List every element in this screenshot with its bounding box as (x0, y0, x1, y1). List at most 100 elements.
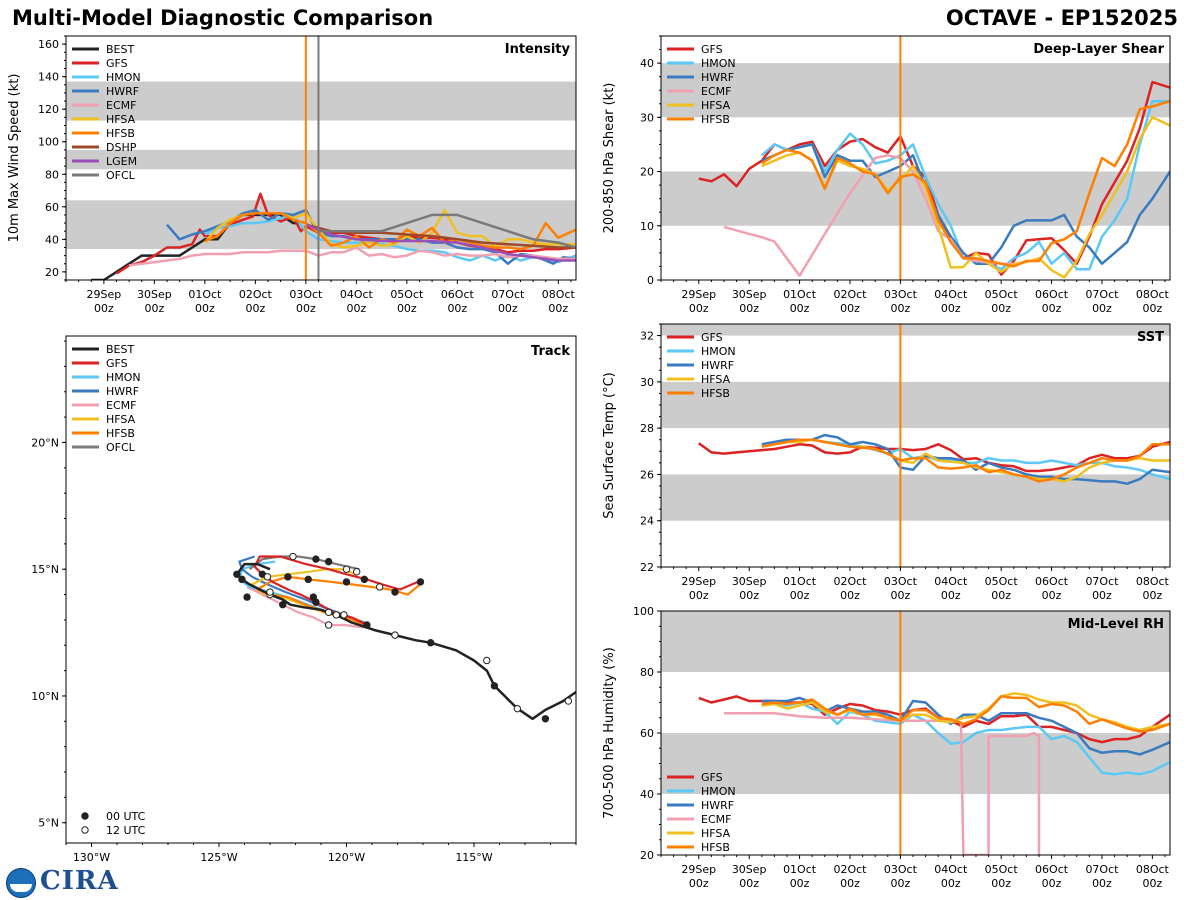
series-line-hfsa (761, 692, 1170, 732)
series-group (698, 692, 1170, 855)
series-line-ofcl (318, 213, 576, 249)
legend-marker-12utc (81, 826, 89, 834)
y-tick-label: 5°N (38, 817, 59, 830)
shade-band-2 (661, 324, 1170, 336)
x-tick-label-date: 02Oct (833, 575, 867, 588)
x-tick-label-date: 30Sep (732, 575, 767, 588)
x-tick-label-hour: 00z (991, 877, 1011, 890)
shade-band-0 (66, 200, 576, 250)
y-tick-label: 60 (45, 201, 59, 214)
series-group (698, 433, 1170, 485)
y-tick-label: 80 (640, 666, 654, 679)
x-tick-label-date: 01Oct (188, 288, 222, 301)
x-tick-label: 125°W (200, 851, 237, 864)
legend-label-gfs: GFS (106, 357, 128, 370)
x-tick-label-hour: 00z (890, 877, 910, 890)
y-tick-label: 10°N (31, 690, 59, 703)
panel-title: Deep-Layer Shear (1033, 42, 1164, 57)
x-tick-label-date: 07Oct (1085, 288, 1119, 301)
series-group (91, 192, 576, 280)
panel-title: Intensity (505, 42, 571, 57)
y-tick-label: 15°N (31, 563, 59, 576)
track-marker-gfs (324, 557, 333, 566)
track-marker-hfsb (304, 575, 312, 584)
legend-label-lgem: LGEM (106, 155, 137, 168)
x-tick-label-date: 07Oct (1085, 863, 1119, 876)
x-tick-label-date: 05Oct (390, 288, 424, 301)
x-tick-label: 130°W (73, 851, 110, 864)
x-tick-label-date: 03Oct (884, 288, 918, 301)
track-marker-best (564, 697, 573, 705)
legend-label-hmon: HMON (106, 71, 141, 84)
legend-label-hwrf: HWRF (701, 359, 734, 372)
x-tick-label-hour: 00z (941, 589, 961, 602)
track-marker-best (490, 682, 499, 690)
track-marker-best (541, 715, 550, 723)
legend-label-ofcl: OFCL (106, 169, 136, 182)
x-tick-label-hour: 00z (548, 302, 568, 315)
shade-band-1 (661, 381, 1170, 429)
x-tick-label-date: 08Oct (1136, 863, 1170, 876)
x-tick-label-hour: 00z (790, 877, 810, 890)
axes-frame (65, 335, 577, 844)
x-tick-label-date: 03Oct (289, 288, 323, 301)
x-tick-label-date: 02Oct (833, 863, 867, 876)
track-marker-hfsa (263, 573, 272, 581)
legend-label-dshp: DSHP (106, 141, 137, 154)
x-tick-label-hour: 00z (498, 302, 518, 315)
legend-label-hfsb: HFSB (701, 387, 730, 400)
x-tick-label-date: 05Oct (985, 575, 1019, 588)
legend-label-hfsb: HFSB (106, 127, 135, 140)
axes-frame (660, 323, 1171, 568)
y-tick-label: 20 (45, 266, 59, 279)
track-marker-gfs (416, 578, 425, 586)
x-tick-label-hour: 00z (991, 302, 1011, 315)
series-line-hwrf (761, 433, 1170, 485)
y-tick-label: 140 (38, 71, 59, 84)
panel-intensity: 2040608010012014016029Sep00z30Sep00z01Oc… (7, 35, 577, 315)
x-tick-label-date: 04Oct (934, 575, 968, 588)
track-marker-hfsa (332, 611, 340, 619)
x-tick-label-hour: 00z (1042, 589, 1062, 602)
x-tick-label-date: 07Oct (491, 288, 525, 301)
series-line-hwrf (761, 143, 1170, 265)
shade-band-2 (66, 81, 576, 121)
legend-label-hmon: HMON (701, 57, 736, 70)
track-series-group (233, 552, 576, 723)
series-line-hfsb (761, 99, 1170, 268)
x-tick-label-hour: 00z (840, 877, 860, 890)
legend-marker-label: 00 UTC (106, 810, 146, 823)
x-tick-label-date: 03Oct (884, 863, 918, 876)
legend-label-ecmf: ECMF (701, 813, 731, 826)
series-line-dshp (305, 223, 576, 249)
x-tick-label-hour: 00z (1142, 589, 1162, 602)
shade-band-0 (661, 474, 1170, 521)
x-tick-label-hour: 00z (840, 589, 860, 602)
y-tick-label: 40 (640, 57, 654, 70)
track-marker-hfsb (284, 573, 292, 581)
y-tick-label: 120 (38, 103, 59, 116)
x-tick-label-date: 03Oct (884, 575, 918, 588)
x-tick-label-hour: 00z (296, 302, 316, 315)
x-tick-label-hour: 00z (840, 302, 860, 315)
x-tick-label-hour: 00z (739, 302, 759, 315)
y-tick-label: 20 (640, 166, 654, 179)
x-tick-label: 115°W (455, 851, 492, 864)
cira-wordmark: CIRA (40, 866, 119, 896)
x-tick-label-date: 04Oct (934, 288, 968, 301)
x-tick-label-date: 08Oct (542, 288, 576, 301)
legend-label-hmon: HMON (701, 785, 736, 798)
page-title: Multi-Model Diagnostic Comparison (12, 6, 434, 30)
legend-marker-00utc (81, 812, 89, 820)
y-tick-label: 40 (45, 233, 59, 246)
x-tick-label-date: 02Oct (239, 288, 273, 301)
legend-label-hfsa: HFSA (106, 413, 136, 426)
legend-label-ecmf: ECMF (106, 99, 136, 112)
y-tick-label: 20°N (31, 436, 59, 449)
track-marker-gfs (360, 575, 369, 584)
x-tick-label-hour: 00z (1042, 877, 1062, 890)
x-tick-label-hour: 00z (790, 589, 810, 602)
